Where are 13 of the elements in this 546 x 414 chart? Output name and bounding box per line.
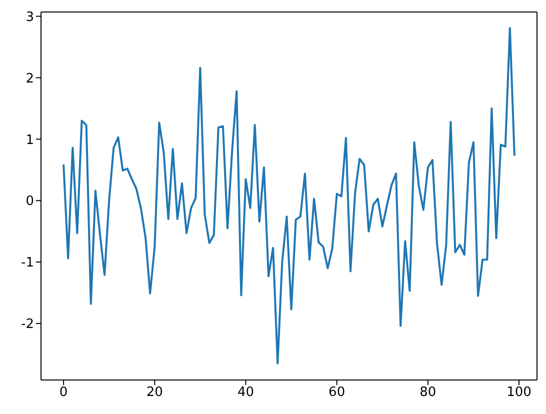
line-series (62, 26, 516, 364)
x-tick-label: 20 (146, 385, 163, 400)
y-tick-label: 1 (26, 132, 34, 148)
y-tick-label: 0 (26, 194, 34, 210)
x-tick-label: 40 (237, 385, 254, 400)
x-tick-label: 100 (506, 385, 532, 400)
x-tick-label: 80 (420, 385, 436, 400)
y-tick-label: 3 (26, 10, 34, 25)
y-tick-label: 2 (26, 71, 34, 86)
x-tick-label: 60 (328, 385, 346, 400)
y-tick-label: -1 (21, 256, 34, 271)
y-tick-label: -2 (21, 317, 34, 332)
x-tick-label: 0 (59, 385, 68, 400)
